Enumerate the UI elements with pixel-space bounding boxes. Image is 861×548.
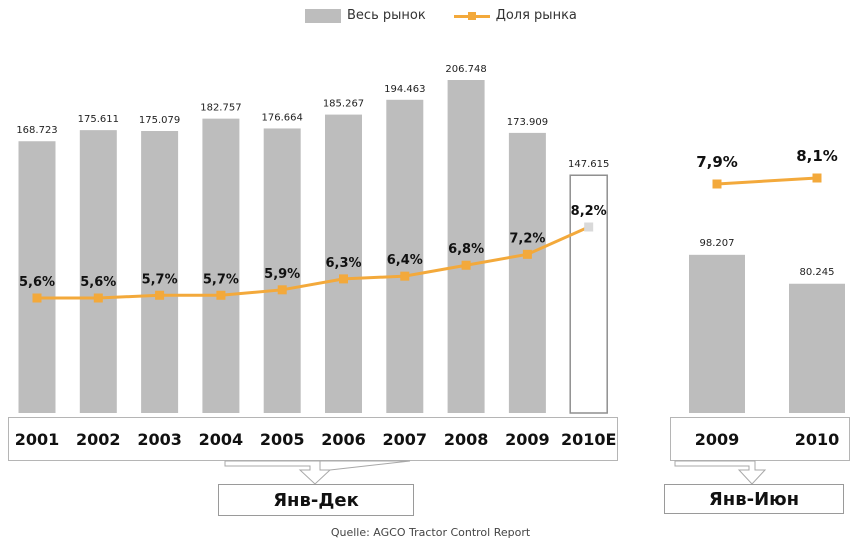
connector-arrow-left-a xyxy=(224,460,332,485)
bar-2001 xyxy=(18,141,56,413)
share-label-2005: 5,9% xyxy=(264,267,300,282)
share-marker-2001 xyxy=(32,293,42,303)
share-marker-2009 xyxy=(522,249,532,259)
bar-2005 xyxy=(263,128,301,413)
share-marker-2003 xyxy=(155,290,165,300)
bar-2002 xyxy=(79,130,117,414)
x-tick-label-2005: 2005 xyxy=(260,430,305,449)
share-label-2006: 6,3% xyxy=(325,256,361,271)
bar-2009 xyxy=(508,132,546,414)
connector-arrow-right xyxy=(674,460,767,485)
x-tick-label-2008: 2008 xyxy=(444,430,489,449)
share-marker-2005 xyxy=(277,285,287,295)
x-tick-label-2002: 2002 xyxy=(76,430,121,449)
h1-bar-value-label-2010: 80.245 xyxy=(800,267,835,278)
x-tick-label-2007: 2007 xyxy=(383,430,428,449)
legend-line-swatch xyxy=(453,9,490,23)
share-line-annual xyxy=(37,225,590,300)
bar-value-label-2005: 176.664 xyxy=(262,112,303,123)
legend-line-label: Доля рынка xyxy=(495,8,577,23)
x-tick-label-2006: 2006 xyxy=(321,430,366,449)
bar-value-label-2008: 206.748 xyxy=(445,64,486,75)
x-tick-label-2010E: 2010E xyxy=(561,430,616,449)
share-label-2001: 5,6% xyxy=(19,275,55,290)
share-marker-2002 xyxy=(93,293,103,303)
h1-share-marker-2010 xyxy=(812,173,822,183)
share-marker-2010E xyxy=(584,222,594,232)
h1-bar-value-label-2009: 98.207 xyxy=(700,238,735,249)
x-tick-label-2001: 2001 xyxy=(15,430,60,449)
source-note: Quelle: AGCO Tractor Control Report xyxy=(330,526,531,539)
legend: Весь рынок Доля рынка xyxy=(305,8,577,23)
bar-value-label-2007: 194.463 xyxy=(384,84,425,95)
share-label-2010E: 8,2% xyxy=(571,204,607,219)
bar-2003 xyxy=(141,131,179,413)
bar-value-label-2006: 185.267 xyxy=(323,99,364,110)
share-line-h1 xyxy=(716,176,818,186)
x-tick-label-2003: 2003 xyxy=(137,430,182,449)
share-marker-2006 xyxy=(339,274,348,284)
x-tick-label-2004: 2004 xyxy=(199,430,244,449)
bar-2007 xyxy=(386,99,424,413)
bar-value-label-2002: 175.611 xyxy=(78,114,119,125)
x-axis-box-left xyxy=(8,417,618,461)
share-label-2002: 5,6% xyxy=(80,275,116,290)
legend-bar-label: Весь рынок xyxy=(347,8,426,23)
share-label-2003: 5,7% xyxy=(142,272,178,287)
h1-bar-2010 xyxy=(789,283,845,413)
legend-item-market: Весь рынок xyxy=(305,8,426,23)
bar-value-label-2010E: 147.615 xyxy=(568,159,609,170)
bar-2006 xyxy=(325,114,362,413)
legend-item-share: Доля рынка xyxy=(453,8,577,23)
bar-2010E xyxy=(569,174,608,414)
x-axis-box-right xyxy=(670,417,850,461)
bar-value-label-2003: 175.079 xyxy=(139,115,180,126)
share-marker-2004 xyxy=(216,290,226,300)
bar-value-label-2009: 173.909 xyxy=(507,117,548,128)
bar-2008 xyxy=(447,80,485,413)
h1-bar-2009 xyxy=(689,254,745,413)
h1-x-tick-label-2010: 2010 xyxy=(795,430,840,449)
h1-share-label-2009: 7,9% xyxy=(696,153,738,171)
share-label-2009: 7,2% xyxy=(509,231,545,246)
share-label-2004: 5,7% xyxy=(203,272,239,287)
x-tick-label-2009: 2009 xyxy=(505,430,550,449)
bar-value-label-2001: 168.723 xyxy=(16,125,57,136)
h1-x-tick-label-2009: 2009 xyxy=(695,430,740,449)
h1-share-marker-2009 xyxy=(712,179,722,189)
share-label-2008: 6,8% xyxy=(448,242,484,257)
legend-bar-swatch xyxy=(305,8,341,23)
share-label-2007: 6,4% xyxy=(387,253,423,268)
period-label-right: Янв-Июн xyxy=(664,484,844,514)
h1-share-label-2010: 8,1% xyxy=(796,147,838,165)
period-label-left: Янв-Дек xyxy=(218,484,414,516)
share-marker-2007 xyxy=(400,271,410,281)
bar-value-label-2004: 182.757 xyxy=(200,103,241,114)
share-marker-2008 xyxy=(461,260,471,270)
bar-2004 xyxy=(202,118,240,413)
connector-arrow-left-b xyxy=(319,460,411,471)
